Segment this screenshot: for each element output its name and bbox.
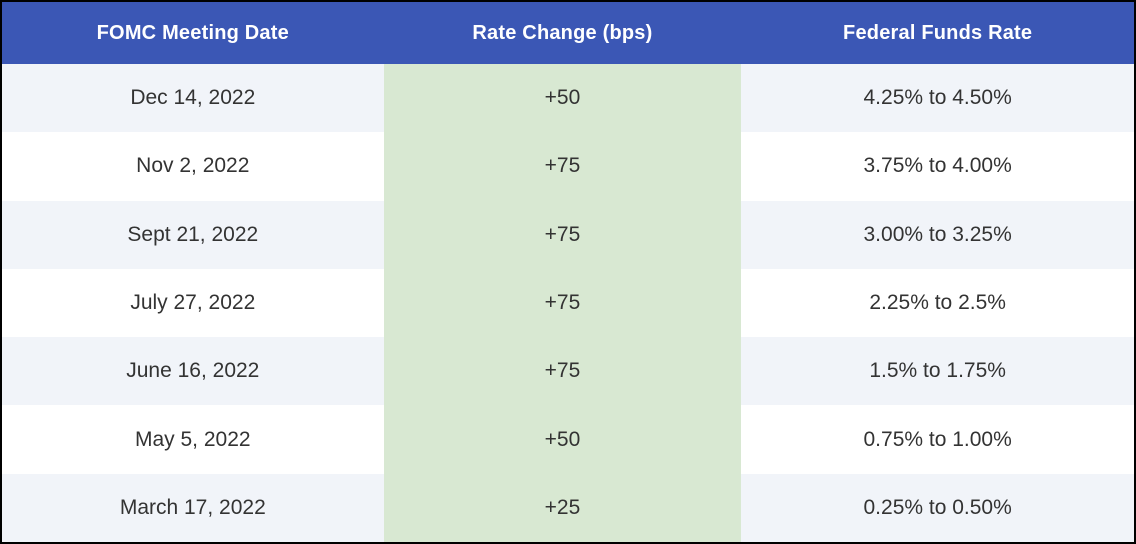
fed-funds-rate-cell: 0.25% to 0.50% <box>741 473 1134 542</box>
rate-change-cell: +50 <box>383 405 742 474</box>
column-header-federal-funds-rate: Federal Funds Rate <box>843 21 1033 44</box>
table-row: June 16, 2022 +75 1.5% to 1.75% <box>2 337 1134 406</box>
rate-change-cell: +75 <box>383 268 742 338</box>
rate-change-cell: +50 <box>383 64 742 133</box>
fed-funds-rate-cell: 1.5% to 1.75% <box>741 337 1134 406</box>
meeting-date-cell: March 17, 2022 <box>2 473 384 542</box>
fed-funds-rate-cell: 4.25% to 4.50% <box>741 64 1134 133</box>
table-header-row: FOMC Meeting Date Rate Change (bps) Fede… <box>2 2 1134 64</box>
meeting-date-cell: Sept 21, 2022 <box>2 200 384 269</box>
column-header-rate-change: Rate Change (bps) <box>472 21 653 44</box>
table-row: Sept 21, 2022 +75 3.00% to 3.25% <box>2 200 1134 269</box>
table-row: Dec 14, 2022 +50 4.25% to 4.50% <box>2 64 1134 133</box>
table-body: Dec 14, 2022 +50 4.25% to 4.50% Nov 2, 2… <box>2 64 1134 542</box>
fed-funds-rate-cell: 2.25% to 2.5% <box>741 268 1134 338</box>
meeting-date-cell: Dec 14, 2022 <box>2 64 384 133</box>
table-row: Nov 2, 2022 +75 3.75% to 4.00% <box>2 132 1134 201</box>
table-row: March 17, 2022 +25 0.25% to 0.50% <box>2 473 1134 542</box>
rate-change-cell: +75 <box>383 337 742 406</box>
rate-change-cell: +25 <box>383 473 742 542</box>
table-row: May 5, 2022 +50 0.75% to 1.00% <box>2 405 1134 474</box>
column-header-meeting-date: FOMC Meeting Date <box>96 21 289 44</box>
table-row: July 27, 2022 +75 2.25% to 2.5% <box>2 268 1134 338</box>
meeting-date-cell: Nov 2, 2022 <box>2 132 384 201</box>
meeting-date-cell: May 5, 2022 <box>2 405 384 474</box>
fed-funds-rate-cell: 3.00% to 3.25% <box>741 200 1134 269</box>
meeting-date-cell: June 16, 2022 <box>2 337 384 406</box>
fed-funds-rate-cell: 0.75% to 1.00% <box>741 405 1134 474</box>
meeting-date-cell: July 27, 2022 <box>2 268 384 338</box>
rate-change-cell: +75 <box>383 200 742 269</box>
rate-change-cell: +75 <box>383 132 742 201</box>
fed-funds-rate-cell: 3.75% to 4.00% <box>741 132 1134 201</box>
